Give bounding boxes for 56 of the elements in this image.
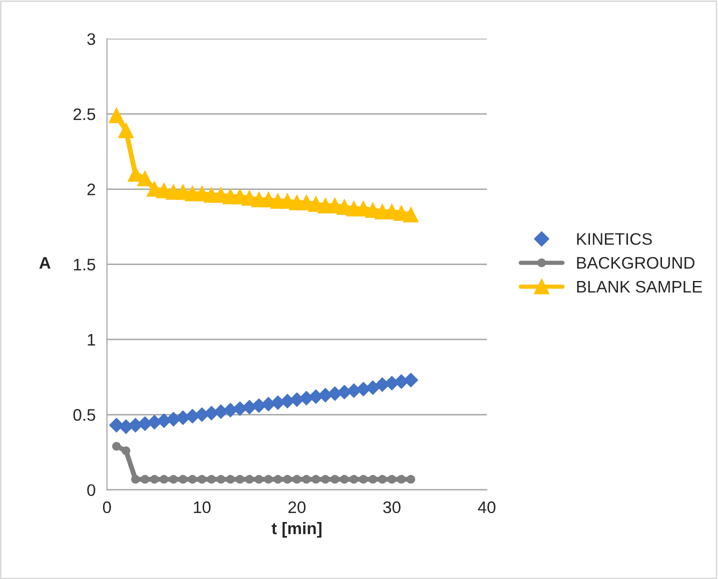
- x-axis-title: t [min]: [272, 522, 322, 538]
- point: [226, 474, 235, 484]
- y-axis-title: A: [39, 257, 51, 269]
- point: [131, 474, 140, 484]
- point: [358, 474, 368, 484]
- point: [403, 207, 418, 222]
- y-tick-label: 0: [87, 484, 96, 496]
- y-tick-label: 1.5: [74, 258, 96, 271]
- point: [274, 474, 282, 484]
- point: [349, 474, 358, 484]
- point: [387, 474, 396, 484]
- point: [368, 474, 378, 484]
- point: [160, 474, 168, 484]
- point: [312, 474, 320, 484]
- point: [340, 474, 349, 484]
- point: [330, 474, 340, 484]
- point: [140, 474, 150, 484]
- point: [254, 474, 264, 484]
- point: [292, 474, 302, 484]
- point: [112, 442, 121, 451]
- point: [109, 418, 124, 432]
- x-tick-label: 0: [103, 501, 111, 514]
- point: [118, 122, 134, 138]
- point: [321, 474, 330, 484]
- y-tick-label: 2.5: [74, 108, 96, 120]
- legend-label: BLANK SAMPLE: [577, 280, 702, 293]
- point: [404, 372, 418, 388]
- point: [378, 474, 387, 484]
- point: [264, 474, 273, 484]
- y-tick-label: 1: [88, 334, 96, 346]
- legend-label: KINETICS: [577, 233, 652, 245]
- point: [150, 474, 159, 484]
- point: [198, 474, 206, 484]
- point: [302, 474, 311, 484]
- point: [245, 474, 254, 484]
- point: [188, 474, 197, 484]
- point: [137, 170, 153, 186]
- x-tick-label: 40: [478, 501, 496, 514]
- point: [216, 474, 226, 484]
- point: [366, 380, 380, 395]
- point: [169, 474, 178, 484]
- point: [178, 474, 188, 484]
- point: [406, 474, 416, 484]
- x-tick-label: 10: [194, 501, 211, 514]
- point: [207, 474, 216, 484]
- y-tick-label: 3: [87, 33, 96, 45]
- point: [236, 474, 244, 484]
- point: [283, 474, 292, 484]
- y-tick-label: 0.5: [73, 409, 96, 421]
- point: [108, 108, 124, 124]
- point: [122, 446, 130, 456]
- legend-label: BACKGROUND: [577, 256, 694, 269]
- y-tick-label: 2: [87, 184, 96, 196]
- point: [396, 474, 406, 484]
- x-tick-label: 30: [383, 501, 400, 514]
- x-tick-label: 20: [288, 501, 306, 514]
